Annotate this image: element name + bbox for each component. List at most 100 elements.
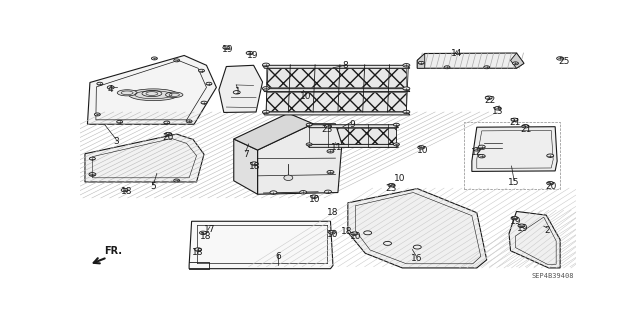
Text: 20: 20 [163, 132, 174, 142]
Circle shape [173, 59, 180, 62]
Circle shape [478, 154, 485, 158]
Text: 19: 19 [222, 45, 234, 54]
Text: 6: 6 [276, 252, 281, 261]
Circle shape [388, 183, 395, 187]
Text: 23: 23 [386, 184, 397, 193]
Polygon shape [417, 54, 425, 68]
Text: 14: 14 [451, 48, 463, 57]
Text: 10: 10 [417, 145, 428, 154]
Text: 18: 18 [200, 232, 211, 241]
Text: 18: 18 [122, 187, 133, 196]
Circle shape [511, 216, 518, 220]
Ellipse shape [166, 92, 183, 98]
Ellipse shape [117, 90, 137, 96]
Text: 25: 25 [558, 57, 570, 66]
Circle shape [444, 66, 450, 69]
Circle shape [484, 66, 490, 69]
Circle shape [474, 148, 480, 151]
Circle shape [233, 91, 240, 94]
Text: 12: 12 [471, 148, 483, 157]
Polygon shape [348, 189, 486, 268]
Circle shape [351, 232, 358, 235]
Circle shape [246, 51, 253, 55]
Circle shape [300, 190, 307, 194]
Circle shape [186, 120, 192, 123]
Polygon shape [262, 112, 410, 115]
Text: 19: 19 [509, 217, 521, 226]
Polygon shape [262, 65, 410, 68]
Circle shape [200, 231, 207, 234]
Text: 21: 21 [510, 118, 521, 127]
Circle shape [89, 173, 96, 176]
Circle shape [324, 190, 332, 194]
Circle shape [173, 179, 180, 182]
Polygon shape [307, 125, 399, 128]
Circle shape [165, 132, 172, 136]
Circle shape [557, 57, 564, 60]
Text: 20: 20 [545, 182, 557, 191]
Polygon shape [257, 124, 342, 194]
Ellipse shape [284, 175, 292, 181]
Circle shape [306, 123, 312, 126]
Text: 15: 15 [508, 178, 520, 187]
Polygon shape [511, 53, 524, 68]
Circle shape [327, 170, 334, 174]
Circle shape [262, 110, 269, 114]
Circle shape [403, 87, 410, 90]
Circle shape [394, 123, 399, 126]
Polygon shape [309, 128, 396, 147]
Circle shape [164, 121, 170, 124]
Circle shape [511, 118, 518, 122]
Circle shape [418, 145, 425, 149]
Circle shape [310, 195, 317, 198]
Circle shape [198, 69, 205, 72]
Circle shape [90, 173, 95, 176]
Polygon shape [509, 211, 560, 268]
Circle shape [90, 157, 95, 160]
Polygon shape [189, 221, 333, 269]
Polygon shape [307, 145, 399, 147]
Text: 18: 18 [192, 248, 204, 257]
Circle shape [201, 101, 207, 104]
Circle shape [403, 110, 410, 114]
Circle shape [522, 124, 529, 128]
Text: 19: 19 [247, 51, 259, 60]
Circle shape [116, 120, 123, 123]
Polygon shape [262, 89, 410, 92]
Circle shape [251, 162, 257, 165]
Circle shape [108, 86, 114, 89]
Text: 5: 5 [150, 182, 156, 191]
Circle shape [262, 63, 269, 67]
Circle shape [364, 231, 372, 235]
Text: 8: 8 [342, 61, 348, 70]
Circle shape [513, 62, 518, 65]
Polygon shape [417, 53, 524, 68]
Circle shape [419, 61, 424, 64]
Ellipse shape [129, 89, 178, 101]
Polygon shape [219, 65, 262, 113]
Text: 17: 17 [204, 225, 216, 234]
Text: 2: 2 [545, 226, 550, 235]
Text: 18: 18 [340, 226, 352, 236]
Text: 9: 9 [349, 120, 355, 129]
Circle shape [485, 96, 492, 100]
Text: 21: 21 [521, 125, 532, 134]
Circle shape [518, 224, 525, 227]
Circle shape [547, 182, 554, 185]
Text: 16: 16 [410, 254, 422, 263]
Text: 10: 10 [394, 174, 406, 183]
Circle shape [94, 113, 100, 116]
Circle shape [195, 248, 202, 251]
Text: 4: 4 [108, 85, 113, 94]
Circle shape [327, 150, 334, 153]
Circle shape [97, 82, 103, 85]
Circle shape [394, 143, 399, 146]
Polygon shape [234, 139, 257, 194]
Circle shape [547, 154, 554, 157]
Circle shape [403, 63, 410, 67]
Polygon shape [266, 68, 406, 87]
Text: 19: 19 [517, 224, 529, 233]
Circle shape [494, 107, 501, 110]
Circle shape [152, 57, 157, 60]
Polygon shape [266, 92, 406, 111]
